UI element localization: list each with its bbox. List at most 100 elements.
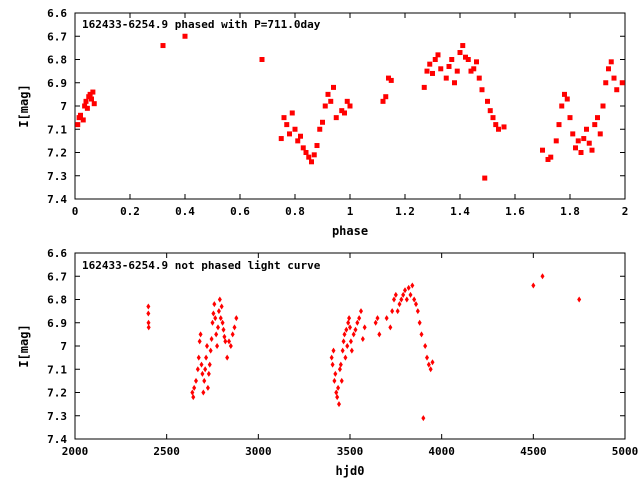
- data-point: [196, 354, 201, 361]
- data-point: [414, 301, 418, 308]
- data-point: [289, 110, 295, 116]
- data-point: [337, 366, 342, 373]
- data-point: [406, 284, 411, 291]
- data-point: [454, 68, 460, 74]
- y-tick-label: 7.4: [47, 433, 67, 446]
- data-point: [216, 308, 221, 315]
- data-point: [206, 370, 211, 377]
- data-point: [425, 354, 429, 361]
- data-point: [328, 98, 334, 104]
- data-point: [346, 319, 351, 326]
- data-point: [83, 98, 89, 104]
- data-point: [392, 296, 396, 303]
- data-point: [531, 282, 536, 289]
- data-point: [306, 154, 312, 160]
- data-point: [501, 124, 507, 130]
- y-tick-label: 7.3: [47, 170, 67, 183]
- data-point: [89, 96, 94, 102]
- y-tick-label: 6.7: [47, 30, 67, 43]
- axis-ticks: 0 0.2 0.4 0.6 0.8 1 1.2 1.4 1.6 1.8 2 6.6 6.7 6.8 6.9 7…: [47, 7, 628, 218]
- data-point: [388, 324, 393, 331]
- data-point: [575, 138, 581, 144]
- y-axis-label: I[mag]: [17, 84, 31, 127]
- data-point: [430, 70, 435, 76]
- y-axis-label: I[mag]: [17, 324, 31, 367]
- data-point: [581, 136, 587, 142]
- data-point: [427, 61, 433, 67]
- data-point: [303, 150, 309, 155]
- data-point: [383, 94, 389, 100]
- data-point: [84, 105, 90, 111]
- data-point: [209, 336, 214, 343]
- data-point: [332, 377, 337, 384]
- data-point: [457, 50, 463, 56]
- data-point: [384, 315, 389, 322]
- data-point: [452, 80, 457, 86]
- y-tick-label: 6.6: [47, 7, 67, 20]
- data-point: [619, 80, 625, 86]
- data-point: [208, 347, 213, 354]
- x-tick-label: 2: [622, 205, 629, 218]
- data-point: [204, 354, 209, 361]
- x-tick-label: 1.8: [560, 205, 580, 218]
- data-point: [214, 331, 219, 338]
- data-point: [344, 98, 350, 104]
- data-point: [564, 96, 570, 102]
- data-point: [217, 296, 222, 303]
- data-point: [215, 343, 220, 349]
- y-tick-label: 7: [60, 340, 67, 353]
- data-markers: [75, 33, 625, 181]
- x-tick-label: 4000: [428, 445, 455, 458]
- data-point: [386, 75, 391, 81]
- data-point: [211, 310, 216, 317]
- data-point: [390, 308, 395, 315]
- data-point: [540, 273, 545, 280]
- data-point: [213, 315, 218, 322]
- data-point: [227, 338, 231, 345]
- data-point: [228, 343, 233, 349]
- data-point: [349, 347, 354, 354]
- data-point: [490, 115, 496, 121]
- data-point: [540, 147, 545, 153]
- plot-frame: [74, 252, 626, 440]
- data-point: [221, 326, 226, 333]
- x-tick-label: 4500: [520, 445, 547, 458]
- data-point: [210, 319, 215, 326]
- data-point: [287, 131, 292, 137]
- x-tick-label: 1.6: [505, 205, 525, 218]
- y-tick-label: 7.3: [47, 410, 67, 423]
- data-point: [423, 343, 428, 349]
- data-point: [190, 389, 195, 396]
- data-point: [570, 131, 576, 137]
- y-tick-label: 7.4: [47, 193, 67, 206]
- data-point: [348, 338, 353, 345]
- y-tick-label: 7.2: [47, 147, 67, 160]
- data-point: [608, 59, 614, 65]
- data-point: [562, 91, 567, 97]
- data-point: [160, 43, 166, 49]
- data-point: [360, 336, 365, 343]
- data-point: [586, 140, 592, 146]
- data-point: [347, 103, 353, 109]
- data-point: [216, 324, 220, 331]
- y-tick-label: 7.1: [47, 123, 67, 136]
- data-point: [421, 415, 426, 422]
- data-point: [314, 143, 320, 149]
- data-point: [421, 84, 427, 90]
- data-point: [404, 296, 409, 303]
- data-point: [428, 366, 433, 373]
- axis-ticks: 2000 2500 3000 3500 4000 4500 5000 6.6 6.7 6.8 6.9…: [47, 247, 638, 458]
- data-point: [476, 75, 482, 81]
- y-tick-label: 6.8: [47, 294, 67, 307]
- data-point: [205, 343, 209, 349]
- data-point: [443, 75, 449, 81]
- data-point: [195, 366, 200, 373]
- data-point: [199, 361, 204, 368]
- data-point: [347, 315, 352, 322]
- data-point: [603, 80, 609, 86]
- data-point: [410, 282, 415, 289]
- data-point: [337, 401, 341, 408]
- data-point: [403, 287, 407, 294]
- data-point: [449, 57, 455, 62]
- data-point: [559, 103, 565, 109]
